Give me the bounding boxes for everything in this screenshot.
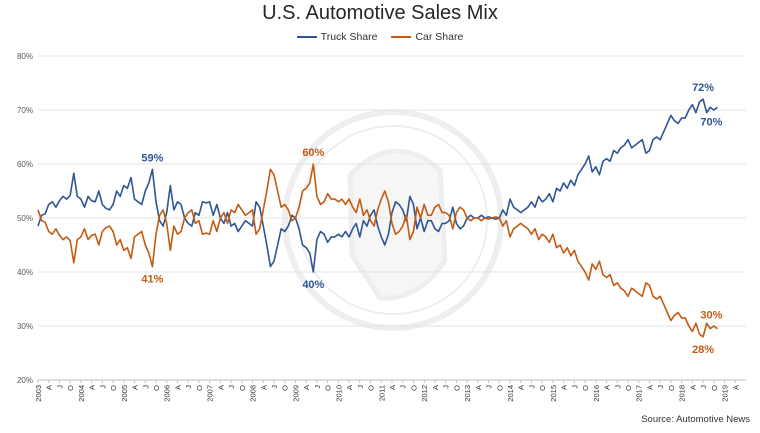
x-tick-label: A <box>173 385 182 390</box>
x-tick-label: 2015 <box>549 385 558 402</box>
x-tick-label: O <box>667 385 676 391</box>
x-tick-label: 2013 <box>463 385 472 402</box>
chart-source: Source: Automotive News <box>641 414 750 425</box>
x-tick-label: J <box>399 385 408 389</box>
series-line-truck <box>37 98 718 273</box>
x-tick-label: 2011 <box>377 385 386 401</box>
x-tick-label: A <box>88 385 97 390</box>
x-tick-label: A <box>302 385 311 390</box>
x-tick-label: J <box>613 385 622 389</box>
x-tick-label: O <box>367 385 376 391</box>
x-tick-label: A <box>388 385 397 390</box>
chart-legend: Truck Share Car Share <box>0 31 760 43</box>
chart-title: U.S. Automotive Sales Mix <box>262 2 498 24</box>
data-label: 60% <box>302 147 324 159</box>
x-tick-label: O <box>281 385 290 391</box>
data-label: 41% <box>141 274 163 286</box>
x-tick-label: O <box>538 385 547 391</box>
legend-swatch-car <box>391 36 412 38</box>
x-tick-label: A <box>645 385 654 390</box>
x-tick-label: A <box>560 385 569 390</box>
x-tick-label: O <box>495 385 504 391</box>
x-tick-label: J <box>184 385 193 389</box>
legend-swatch-truck <box>296 36 317 38</box>
legend-label-car: Car Share <box>415 31 464 43</box>
x-tick-label: A <box>345 385 354 390</box>
x-tick-label: 2007 <box>206 385 215 402</box>
data-label: 72% <box>692 82 714 94</box>
x-tick-label: J <box>656 385 665 389</box>
legend-item-truck: Truck Share <box>296 31 378 43</box>
x-tick-label: O <box>710 385 719 391</box>
x-tick-label: J <box>98 385 107 389</box>
y-tick-label: 70% <box>17 106 33 115</box>
x-tick-label: 2017 <box>635 385 644 402</box>
x-tick-label: O <box>581 385 590 391</box>
x-tick-label: 2012 <box>420 385 429 402</box>
x-tick-label: 2005 <box>120 385 129 402</box>
y-tick-label: 40% <box>17 268 33 277</box>
legend-label-truck: Truck Share <box>320 31 378 43</box>
x-tick-label: A <box>474 385 483 390</box>
x-tick-label: J <box>227 385 236 389</box>
data-label: 28% <box>692 344 714 356</box>
y-tick-label: 50% <box>17 214 33 223</box>
x-tick-label: O <box>324 385 333 391</box>
x-tick-label: A <box>216 385 225 390</box>
series-line-car <box>37 163 718 338</box>
x-tick-label: O <box>195 385 204 391</box>
data-label: 40% <box>302 279 324 291</box>
x-tick-label: J <box>55 385 64 389</box>
x-tick-label: 2016 <box>592 385 601 402</box>
x-tick-label: A <box>431 385 440 390</box>
x-tick-label: J <box>570 385 579 389</box>
x-tick-label: 2010 <box>334 385 343 402</box>
x-tick-label: J <box>270 385 279 389</box>
x-tick-label: 2008 <box>249 385 258 402</box>
x-tick-label: A <box>131 385 140 390</box>
x-tick-label: 2009 <box>291 385 300 402</box>
x-tick-label: O <box>109 385 118 391</box>
x-tick-label: A <box>259 385 268 390</box>
data-label: 59% <box>141 152 163 164</box>
data-label: 30% <box>700 310 722 322</box>
x-tick-label: A <box>517 385 526 390</box>
x-tick-label: O <box>238 385 247 391</box>
x-tick-label: O <box>66 385 75 391</box>
x-tick-label: J <box>141 385 150 389</box>
y-tick-label: 60% <box>17 160 33 169</box>
y-tick-label: 30% <box>17 322 33 331</box>
x-tick-label: 2019 <box>721 385 730 402</box>
x-tick-label: J <box>313 385 322 389</box>
x-tick-label: J <box>527 385 536 389</box>
x-tick-label: A <box>603 385 612 390</box>
x-tick-label: A <box>688 385 697 390</box>
y-tick-label: 20% <box>17 376 33 385</box>
x-tick-label: J <box>356 385 365 389</box>
x-tick-label: O <box>409 385 418 391</box>
x-tick-label: 2018 <box>678 385 687 402</box>
x-tick-label: O <box>452 385 461 391</box>
y-tick-label: 80% <box>17 52 33 61</box>
x-tick-label: 2014 <box>506 385 515 402</box>
legend-item-car: Car Share <box>391 31 463 43</box>
x-tick-label: J <box>442 385 451 389</box>
x-tick-label: 2006 <box>163 385 172 402</box>
x-tick-label: A <box>45 385 54 390</box>
x-tick-label: O <box>624 385 633 391</box>
x-tick-label: A <box>731 385 740 390</box>
x-tick-label: O <box>152 385 161 391</box>
x-tick-label: 2003 <box>34 385 43 402</box>
x-tick-label: J <box>699 385 708 389</box>
x-tick-label: J <box>485 385 494 389</box>
x-tick-label: 2004 <box>77 385 86 402</box>
data-label: 70% <box>700 116 722 128</box>
